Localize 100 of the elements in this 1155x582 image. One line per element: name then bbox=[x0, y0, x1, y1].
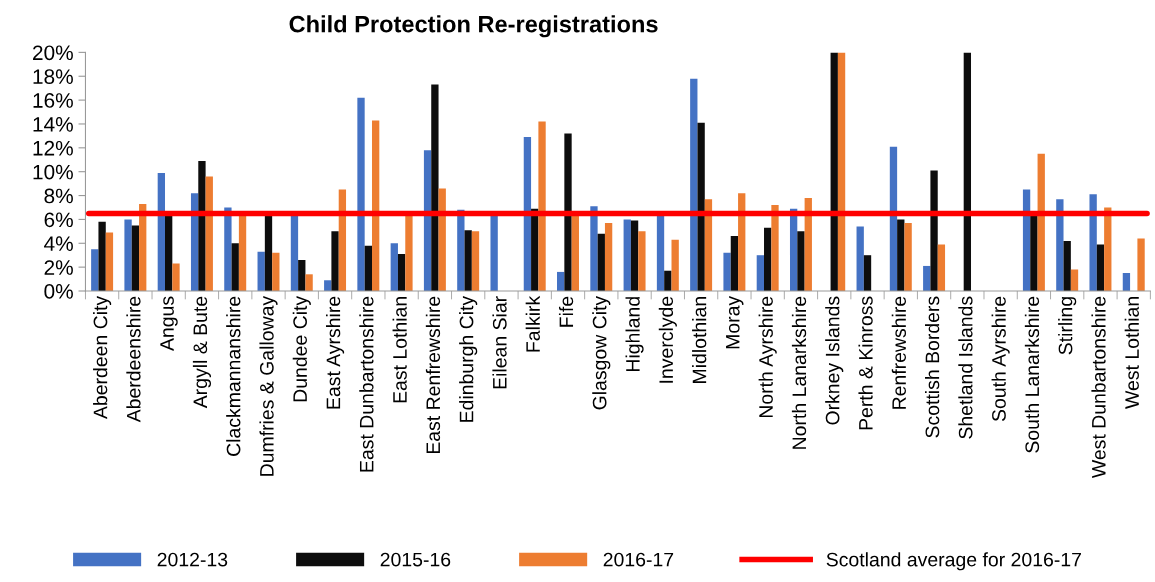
y-tick-label: 2% bbox=[44, 260, 73, 275]
bar bbox=[338, 189, 347, 291]
bar bbox=[764, 227, 772, 291]
bar bbox=[571, 214, 579, 291]
bar bbox=[457, 209, 465, 291]
bar bbox=[1122, 273, 1131, 291]
bar bbox=[290, 214, 299, 291]
legend-label: 2012-13 bbox=[157, 552, 228, 567]
bar bbox=[464, 230, 472, 291]
x-tick-label: South Ayrshire bbox=[991, 296, 1010, 422]
bar bbox=[165, 214, 173, 291]
bar bbox=[856, 226, 864, 291]
x-tick-label: East Dunbartonshire bbox=[359, 296, 374, 472]
x-tick-label: Dundee City bbox=[292, 295, 311, 402]
bar bbox=[1022, 189, 1031, 291]
bar bbox=[1037, 153, 1045, 291]
y-tick-label: 20% bbox=[33, 45, 73, 61]
bar bbox=[564, 133, 572, 291]
y-tick-label: 4% bbox=[44, 236, 73, 251]
bar bbox=[597, 233, 605, 291]
x-tick-label: West Dunbartonshire bbox=[1091, 296, 1106, 479]
bar bbox=[423, 150, 432, 291]
bar bbox=[738, 193, 746, 291]
x-tick-label: Argyll & Bute bbox=[192, 296, 212, 409]
bar bbox=[797, 231, 805, 291]
bar bbox=[671, 239, 679, 291]
bar bbox=[1056, 199, 1064, 291]
bar bbox=[372, 120, 380, 291]
x-tick-label: Fife bbox=[558, 296, 574, 327]
bar bbox=[257, 251, 265, 291]
bar bbox=[224, 207, 232, 291]
bar bbox=[231, 243, 239, 291]
bar bbox=[723, 252, 731, 291]
x-tick-label: West Lothian bbox=[1124, 297, 1139, 409]
x-tick-label: East Lothian bbox=[392, 297, 407, 403]
bar bbox=[205, 176, 213, 291]
bar bbox=[697, 122, 705, 291]
bar bbox=[390, 243, 398, 291]
bar bbox=[771, 205, 779, 291]
bar bbox=[638, 231, 646, 291]
bar bbox=[172, 263, 180, 291]
bar bbox=[830, 52, 838, 291]
bar bbox=[397, 254, 406, 291]
bar bbox=[438, 188, 446, 291]
x-tick-label: East Ayrshire bbox=[326, 296, 345, 409]
bar bbox=[98, 221, 106, 291]
bar bbox=[837, 52, 846, 291]
x-tick-label: Falkirk bbox=[525, 295, 540, 352]
bar bbox=[490, 214, 498, 291]
bar bbox=[471, 231, 480, 291]
x-tick-label: Edinburgh City bbox=[459, 295, 478, 422]
x-tick-label: Highland bbox=[625, 297, 644, 372]
x-tick-label: Stirling bbox=[1058, 297, 1077, 355]
x-tick-label: East Renfrewshire bbox=[425, 296, 441, 454]
bar bbox=[963, 52, 972, 291]
bar bbox=[238, 214, 247, 291]
bar bbox=[523, 137, 532, 291]
bar bbox=[364, 245, 372, 291]
x-tick-label: Glasgow City bbox=[592, 295, 611, 410]
bar bbox=[1137, 238, 1145, 291]
bar bbox=[431, 84, 439, 291]
y-tick-label: 18% bbox=[33, 69, 73, 84]
legend-label: 2016-17 bbox=[603, 552, 674, 567]
bar bbox=[1030, 214, 1038, 291]
bar bbox=[190, 193, 199, 291]
bar bbox=[604, 222, 613, 291]
bar bbox=[664, 270, 672, 291]
bar bbox=[690, 78, 698, 291]
bar bbox=[557, 271, 565, 291]
y-tick-label: 16% bbox=[33, 93, 73, 108]
bar bbox=[863, 255, 872, 291]
bar bbox=[904, 222, 912, 291]
x-tick-label: Clackmannanshire bbox=[226, 296, 241, 456]
bar bbox=[930, 170, 938, 291]
chart-title: Child Protection Re-registrations bbox=[289, 15, 658, 38]
bar bbox=[357, 97, 365, 291]
y-tick-label: 6% bbox=[44, 212, 73, 228]
bar bbox=[264, 214, 273, 291]
bar bbox=[305, 274, 313, 291]
bar bbox=[131, 225, 140, 291]
bar bbox=[756, 255, 765, 291]
x-tick-label: Orkney Islands bbox=[825, 296, 844, 425]
bar bbox=[105, 232, 114, 291]
bar bbox=[405, 214, 413, 291]
bar bbox=[538, 121, 546, 291]
x-tick-label: Shetland Islands bbox=[958, 296, 973, 439]
bar bbox=[937, 244, 946, 291]
bar bbox=[730, 236, 739, 291]
bar bbox=[897, 219, 905, 291]
x-tick-label: Moray bbox=[726, 295, 744, 349]
x-tick-label: Scottish Borders bbox=[925, 296, 940, 438]
bar bbox=[124, 219, 132, 291]
bar bbox=[91, 249, 99, 291]
y-tick-label: 0% bbox=[44, 284, 73, 299]
x-tick-label: Angus bbox=[160, 296, 178, 351]
y-tick-label: 14% bbox=[33, 117, 73, 132]
x-tick-label: North Lanarkshire bbox=[791, 296, 807, 449]
legend-label: Scotland average for 2016-17 bbox=[826, 552, 1081, 571]
bar bbox=[630, 220, 639, 291]
x-tick-label: Eilean Siar bbox=[492, 296, 507, 389]
